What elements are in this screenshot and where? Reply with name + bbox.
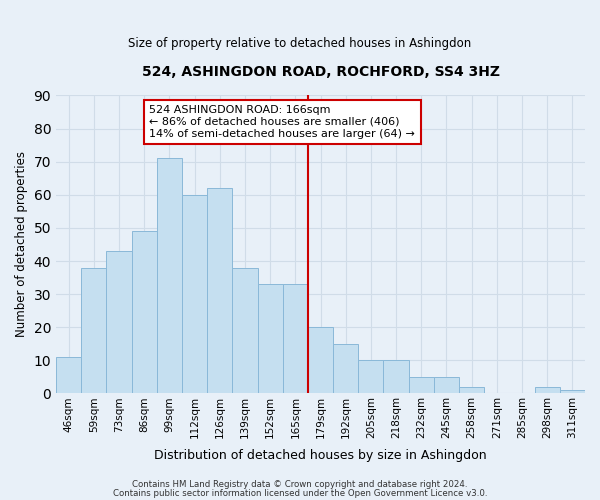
X-axis label: Distribution of detached houses by size in Ashingdon: Distribution of detached houses by size … xyxy=(154,450,487,462)
Bar xyxy=(207,188,232,394)
Bar xyxy=(81,268,106,394)
Y-axis label: Number of detached properties: Number of detached properties xyxy=(15,152,28,338)
Bar xyxy=(333,344,358,394)
Bar xyxy=(106,251,131,394)
Bar xyxy=(560,390,585,394)
Bar xyxy=(358,360,383,394)
Bar xyxy=(257,284,283,394)
Bar xyxy=(182,195,207,394)
Bar xyxy=(157,158,182,394)
Text: Contains public sector information licensed under the Open Government Licence v3: Contains public sector information licen… xyxy=(113,488,487,498)
Bar xyxy=(383,360,409,394)
Bar xyxy=(409,377,434,394)
Bar xyxy=(535,387,560,394)
Text: 524 ASHINGDON ROAD: 166sqm
← 86% of detached houses are smaller (406)
14% of sem: 524 ASHINGDON ROAD: 166sqm ← 86% of deta… xyxy=(149,106,415,138)
Bar xyxy=(283,284,308,394)
Bar xyxy=(131,231,157,394)
Bar xyxy=(308,328,333,394)
Bar xyxy=(232,268,257,394)
Title: 524, ASHINGDON ROAD, ROCHFORD, SS4 3HZ: 524, ASHINGDON ROAD, ROCHFORD, SS4 3HZ xyxy=(142,65,500,79)
Bar xyxy=(459,387,484,394)
Text: Contains HM Land Registry data © Crown copyright and database right 2024.: Contains HM Land Registry data © Crown c… xyxy=(132,480,468,489)
Bar xyxy=(56,357,81,394)
Text: Size of property relative to detached houses in Ashingdon: Size of property relative to detached ho… xyxy=(128,38,472,51)
Bar xyxy=(434,377,459,394)
